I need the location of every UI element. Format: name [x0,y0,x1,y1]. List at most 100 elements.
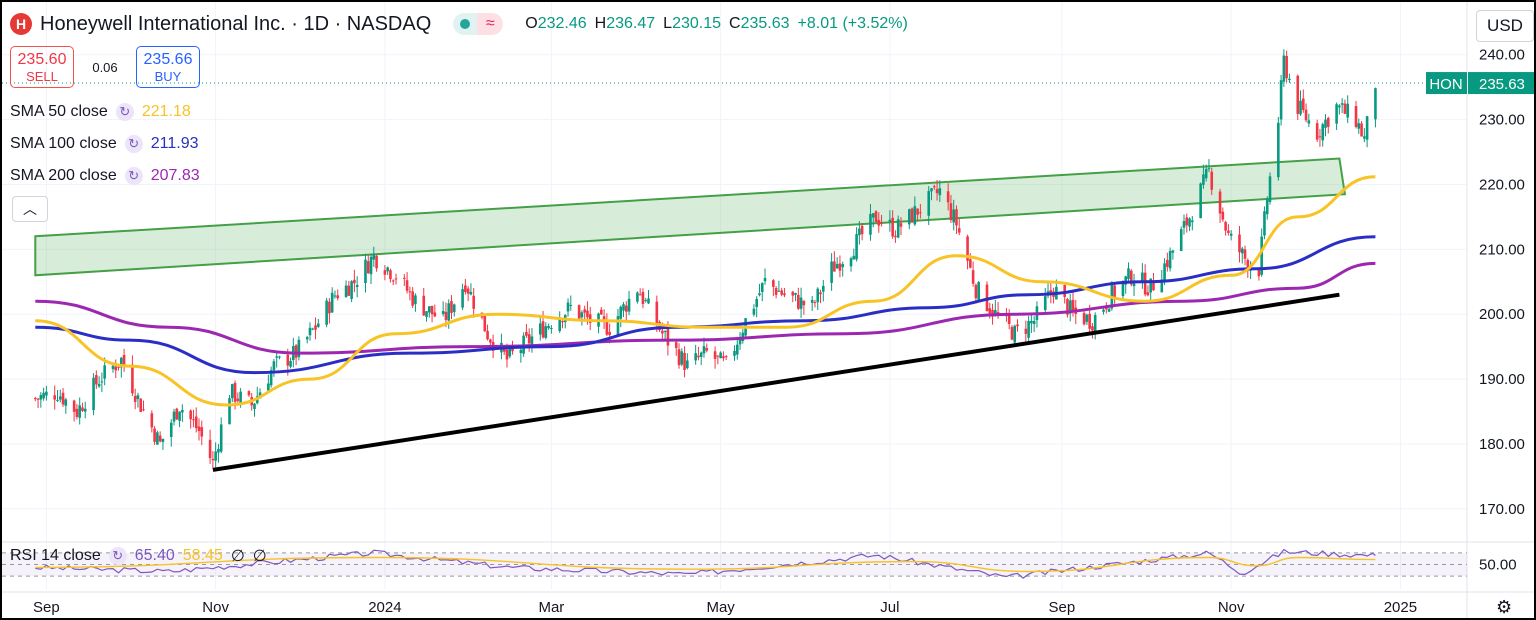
candle-body [927,191,931,216]
candle-body [122,354,126,367]
candle-body [755,298,758,307]
settings-gear-icon[interactable]: ⚙ [1496,597,1513,617]
candle-body [938,188,942,196]
candle [1285,50,1288,83]
candle-body [508,347,512,357]
candle [713,346,717,369]
candle-body [1307,120,1311,124]
candle-body [888,219,892,222]
candle [544,322,548,340]
candle [680,348,684,367]
candle [394,273,398,285]
status-pill[interactable]: ≈ [453,13,504,35]
candle [638,288,642,296]
candle-body [558,318,561,332]
candle-body [699,352,703,358]
symbol-title[interactable]: Honeywell International Inc. · 1D · NASD… [40,12,432,35]
candle [774,286,778,299]
candle-body [372,253,376,260]
candle-body [705,348,709,351]
candle-body [1204,168,1208,179]
indicator-sma50[interactable]: SMA 50 close ↻ 221.18 [10,103,191,121]
candle-body [1363,136,1366,139]
candle-body [211,458,215,461]
candle-body [389,270,392,280]
candle [142,400,145,412]
candle-body [150,413,154,428]
candle [92,373,95,416]
candle-body [588,314,592,323]
candle-body [267,383,270,391]
indicator-sma100[interactable]: SMA 100 close ↻ 211.93 [10,135,199,153]
candle [95,370,98,389]
candle-body [325,300,328,325]
refresh-icon[interactable]: ↻ [124,167,143,185]
refresh-icon[interactable]: ↻ [108,547,127,565]
price-tick-label: 230.00 [1479,112,1525,129]
candle [1304,103,1308,123]
candle-body [772,280,775,287]
candle [1338,104,1341,115]
candle-body [411,291,414,306]
sell-button[interactable]: 235.60 SELL [10,46,74,88]
candle-body [525,331,528,336]
candle [1188,217,1191,232]
currency-selector[interactable]: USD [1476,10,1534,42]
candle [647,290,650,305]
candle-body [336,295,340,299]
candle-body [61,392,65,405]
candle-body [835,264,839,269]
candle [561,320,564,329]
candle [1127,262,1130,281]
candle-body [919,212,922,214]
candle-body [627,298,631,312]
support-trendline [212,292,1340,472]
candle [330,287,334,313]
candle [219,417,223,454]
candle-body [53,395,57,400]
candle-body [1299,100,1302,115]
candle-body [1279,80,1283,120]
candle-body [294,345,298,358]
candle [383,265,387,281]
candle [952,199,955,231]
candle-body [236,398,240,401]
candle [347,280,351,296]
candle [760,282,764,302]
candle [317,318,320,328]
candle [996,301,1000,319]
candle-body [1315,123,1319,140]
candle [1210,167,1214,196]
candle [830,253,833,291]
candle-body [880,222,883,224]
candle [1129,269,1133,287]
candle [75,403,79,420]
candle [1324,114,1327,137]
candle-body [308,327,312,336]
refresh-icon[interactable]: ↻ [124,135,143,153]
candle [597,312,600,334]
rsi-legend[interactable]: RSI 14 close ↻ 65.40 58.45 ∅ ∅ [10,547,267,565]
candle [333,290,337,299]
symbol-tag-bg [1426,72,1467,95]
candle [1374,87,1377,128]
candle-body [36,398,40,400]
candle [58,389,62,403]
refresh-icon[interactable]: ↻ [115,103,134,121]
candle-body [541,321,545,338]
candle [469,283,473,296]
candle [880,214,883,227]
candle [1085,313,1089,325]
indicator-sma200[interactable]: SMA 200 close ↻ 207.83 [10,167,200,185]
candles-group [33,49,1377,469]
time-tick-label: Nov [202,599,229,616]
candle [1102,307,1105,315]
buy-button[interactable]: 235.66 BUY [136,46,200,88]
candle-body [364,259,367,284]
candle-body [1163,263,1166,283]
candle [588,306,592,331]
candle-body [908,209,911,225]
collapse-indicators-button[interactable]: ︿ [12,196,48,222]
candle [919,203,922,219]
